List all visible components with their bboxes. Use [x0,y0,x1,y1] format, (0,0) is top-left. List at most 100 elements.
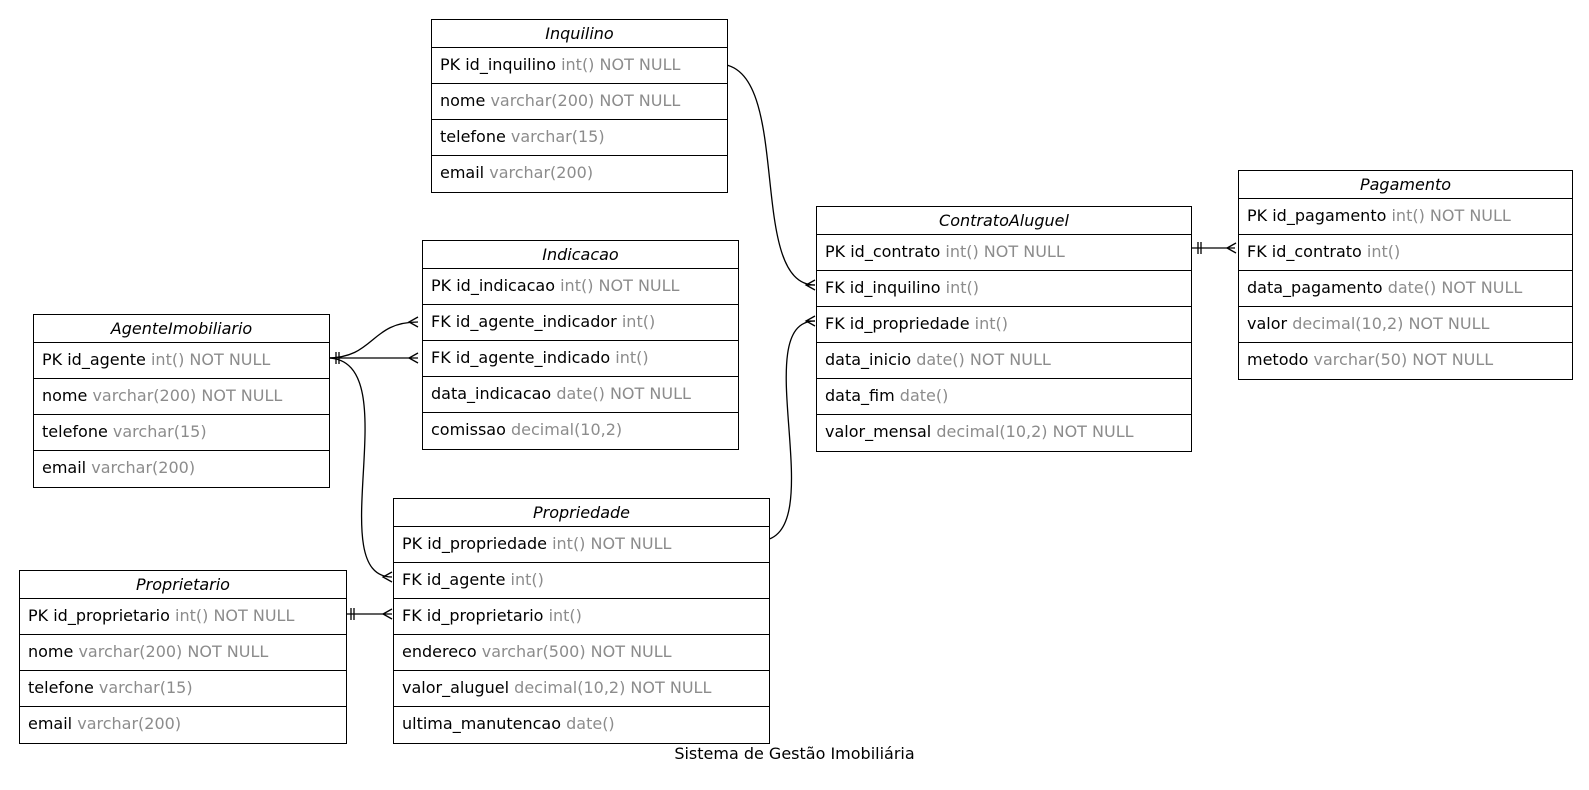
attribute-name: email [28,714,73,733]
attribute-row: email varchar(200) [20,707,346,743]
attribute-row: email varchar(200) [34,451,329,487]
entity-title: Proprietario [20,571,346,599]
attribute-row: comissao decimal(10,2) [423,413,738,449]
attribute-row: PK id_propriedade int() NOT NULL [394,527,769,563]
attribute-row: PK id_proprietario int() NOT NULL [20,599,346,635]
attribute-type: varchar(200) NOT NULL [78,642,269,661]
attribute-row: nome varchar(200) NOT NULL [34,379,329,415]
attribute-name: PK id_inquilino [440,55,556,74]
attribute-row: nome varchar(200) NOT NULL [432,84,727,120]
edge-propriedade-contrato-crowfoot [804,315,816,327]
attribute-name: FK id_agente_indicador [431,312,617,331]
attribute-type: date() [899,386,949,405]
attribute-name: valor_aluguel [402,678,510,697]
attribute-type: decimal(10,2) NOT NULL [1292,314,1490,333]
edge-agente-indicador [326,321,419,359]
edge-agente-indicador-crowfoot [407,316,419,328]
attribute-type: varchar(50) NOT NULL [1313,350,1494,369]
attribute-type: int() NOT NULL [945,242,1065,261]
attribute-name: PK id_pagamento [1247,206,1387,225]
attribute-row: telefone varchar(15) [432,120,727,156]
attribute-name: PK id_proprietario [28,606,170,625]
attribute-type: int() NOT NULL [561,55,681,74]
entity-propriedade: Propriedade PK id_propriedade int() NOT … [393,498,770,744]
attribute-type: int() NOT NULL [1391,206,1511,225]
entity-indicacao: Indicacao PK id_indicacao int() NOT NULL… [422,240,739,450]
attribute-name: nome [440,91,486,110]
attribute-row: PK id_agente int() NOT NULL [34,343,329,379]
attribute-type: int() NOT NULL [560,276,680,295]
attribute-name: endereco [402,642,477,661]
attribute-name: data_inicio [825,350,912,369]
attribute-type: varchar(500) NOT NULL [481,642,672,661]
attribute-type: varchar(200) [91,458,196,477]
attribute-type: date() NOT NULL [1387,278,1523,297]
attribute-name: FK id_agente [402,570,506,589]
attribute-name: comissao [431,420,506,439]
edge-contrato-pagamento-one-mark [1197,242,1202,254]
attribute-type: date() NOT NULL [916,350,1051,369]
entity-title: Pagamento [1239,171,1572,199]
attribute-name: FK id_agente_indicado [431,348,611,367]
edge-contrato-pagamento-crowfoot [1225,242,1237,254]
attribute-type: varchar(15) [98,678,193,697]
attribute-row: email varchar(200) [432,156,727,192]
attribute-type: int() [548,606,582,625]
attribute-row: FK id_inquilino int() [817,271,1191,307]
attribute-row: PK id_contrato int() NOT NULL [817,235,1191,271]
attribute-name: nome [28,642,74,661]
attribute-row: FK id_propriedade int() [817,307,1191,343]
attribute-row: FK id_contrato int() [1239,235,1572,271]
entity-agente-imobiliario: AgenteImobiliario PK id_agente int() NOT… [33,314,330,488]
entity-title: Propriedade [394,499,769,527]
attribute-row: data_inicio date() NOT NULL [817,343,1191,379]
attribute-type: varchar(200) [489,163,594,182]
attribute-row: ultima_manutencao date() [394,707,769,743]
attribute-row: valor_mensal decimal(10,2) NOT NULL [817,415,1191,451]
attribute-row: data_pagamento date() NOT NULL [1239,271,1572,307]
attribute-row: data_fim date() [817,379,1191,415]
edge-agente-one-mark [335,352,340,364]
diagram-caption: Sistema de Gestão Imobiliária [674,744,915,763]
attribute-name: valor_mensal [825,422,932,441]
attribute-row: PK id_pagamento int() NOT NULL [1239,199,1572,235]
attribute-name: valor [1247,314,1288,333]
attribute-name: data_fim [825,386,895,405]
edge-propriedade-contrato [757,320,816,542]
attribute-type: int() [621,312,656,331]
attribute-name: metodo [1247,350,1309,369]
attribute-row: PK id_indicacao int() NOT NULL [423,269,738,305]
attribute-name: telefone [42,422,108,441]
attribute-type: int() NOT NULL [150,350,271,369]
attribute-name: telefone [28,678,94,697]
entity-inquilino: Inquilino PK id_inquilino int() NOT NULL… [431,19,728,193]
attribute-row: FK id_agente_indicado int() [423,341,738,377]
attribute-name: PK id_contrato [825,242,941,261]
edge-inquilino-contrato [717,63,816,286]
attribute-type: int() [1366,242,1401,261]
attribute-type: int() [945,278,979,297]
entity-proprietario: Proprietario PK id_proprietario int() NO… [19,570,347,744]
attribute-row: valor_aluguel decimal(10,2) NOT NULL [394,671,769,707]
attribute-row: telefone varchar(15) [20,671,346,707]
attribute-name: FK id_proprietario [402,606,544,625]
attribute-row: nome varchar(200) NOT NULL [20,635,346,671]
attribute-type: int() NOT NULL [552,534,672,553]
attribute-name: data_indicacao [431,384,552,403]
attribute-row: FK id_agente_indicador int() [423,305,738,341]
attribute-type: varchar(15) [112,422,207,441]
attribute-row: endereco varchar(500) NOT NULL [394,635,769,671]
attribute-type: int() [510,570,544,589]
attribute-name: FK id_inquilino [825,278,941,297]
attribute-type: int() NOT NULL [175,606,295,625]
entity-title: Inquilino [432,20,727,48]
attribute-row: PK id_inquilino int() NOT NULL [432,48,727,84]
edge-proprietario-propriedade-crowfoot [381,608,393,620]
entity-title: ContratoAluguel [817,207,1191,235]
attribute-name: ultima_manutencao [402,714,562,733]
attribute-name: nome [42,386,88,405]
entity-pagamento: Pagamento PK id_pagamento int() NOT NULL… [1238,170,1573,380]
attribute-type: varchar(200) NOT NULL [490,91,681,110]
attribute-type: decimal(10,2) NOT NULL [514,678,712,697]
attribute-type: varchar(15) [510,127,605,146]
